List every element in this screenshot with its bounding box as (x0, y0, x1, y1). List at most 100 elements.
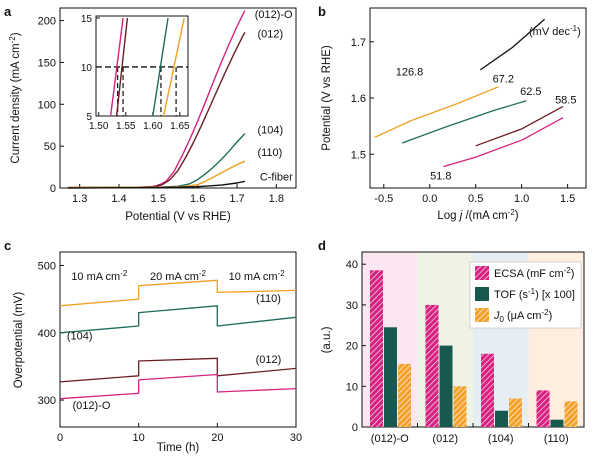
inset-y-tick-label: 15 (81, 14, 93, 25)
panel-a-y-tick-label: 200 (38, 16, 56, 28)
legend-label-tof: TOF (s-1) [x 100] (494, 287, 575, 301)
panel-c-x-tick-label: 0 (57, 432, 63, 444)
panel-label-a: a (4, 4, 12, 19)
panel-c-series-012 (59, 357, 297, 383)
panel-b-series-110 (374, 86, 499, 138)
panel-c: 300 400 500 0 10 20 30 (110) (104) (012) (012)-O… (13, 251, 302, 454)
panel-a-frame (59, 7, 297, 189)
panel-b-series-c-fiber (479, 18, 546, 71)
panel-d-bar-110-2 (564, 401, 578, 427)
panel-d-category-label-104: (104) (488, 433, 514, 445)
panel-a-y-tick-label: 100 (38, 99, 56, 111)
panel-d-bar-012-o-2 (398, 363, 411, 427)
panel-c-current-step-2: 20 mA cm-2 (150, 269, 207, 283)
panel-c-series-104 (59, 305, 297, 334)
panel-b-x-tick-label: 1.5 (560, 193, 575, 205)
panel-c-x-tick-label: 10 (133, 432, 145, 444)
inset-series-104 (152, 17, 169, 117)
panel-d-y-label: (a.u.) (321, 326, 333, 353)
panel-a-inset: 5 10 15 1.50 1.55 1.60 1.65 (81, 14, 190, 132)
panel-b-slope-label-012: 58.5 (555, 95, 576, 107)
panel-c-series-012-o (59, 373, 297, 400)
panel-c-current-step-3: 10 mA cm-2 (229, 269, 286, 283)
panel-d-bar-012-2 (453, 386, 467, 427)
panel-d-y-tick-label: 10 (346, 381, 358, 393)
panel-d-category-label-110: (110) (544, 433, 569, 445)
panel-a-series-012-o (67, 10, 246, 189)
inset-x-tick-label: 1.60 (143, 121, 163, 132)
panel-c-frame (59, 251, 297, 428)
panel-d-bar-110-1 (550, 419, 564, 427)
panel-b-y-tick-label: 1.6 (351, 93, 366, 105)
panel-c-y-tick-label: 500 (38, 260, 56, 272)
panel-a-x-tick-label: 1.5 (151, 193, 166, 205)
panel-a-series-110 (67, 160, 246, 189)
panel-c-series-label-104: (104) (67, 331, 93, 343)
panel-a-series-label-c-fiber: C-fiber (260, 171, 293, 183)
panel-b-x-tick-label: 0.0 (422, 193, 437, 205)
panel-d-bar-012-o-0 (370, 270, 383, 427)
panel-d-category-label-012-o: (012)-O (371, 433, 409, 445)
panel-d-bar-012-o-1 (384, 327, 397, 427)
panel-c-y-tick-label: 400 (38, 328, 56, 340)
panel-b-slope-label-110: 67.2 (493, 73, 514, 85)
panel-d-bar-110-0 (536, 390, 550, 427)
panel-c-series-label-012-o: (012)-O (73, 400, 111, 412)
panel-d-bar-104-1 (495, 410, 508, 427)
panel-a-x-tick-label: 1.4 (111, 193, 126, 205)
panel-b-x-tick-label: -0.5 (374, 193, 393, 205)
legend-label-ecsa: ECSA (mF cm-2) (494, 266, 574, 280)
panel-b-slope-label-104: 62.5 (520, 86, 541, 98)
panel-a-y-tick-label: 50 (44, 141, 56, 153)
panel-a-series-label-012-o: (012)-O (255, 9, 293, 21)
panel-c-x-tick-label: 20 (211, 432, 223, 444)
panel-d-bar-104-0 (481, 353, 494, 427)
panel-a-series-label-110: (110) (257, 147, 282, 159)
panel-b-slope-label-c-fiber: 126.8 (396, 67, 424, 79)
panel-d-y-tick-label: 20 (346, 341, 358, 353)
inset-x-tick-label: 1.65 (170, 121, 190, 132)
panel-b-series-012-o (443, 117, 564, 168)
panel-label-d: d (318, 238, 326, 253)
panel-a: 0 50 100 150 200 1.3 1.4 1.5 1.6 1.7 1.8 (012)-O (… (8, 7, 297, 223)
panel-b-y-label: Potential (V vs RHE) (321, 45, 333, 151)
panel-b-y-tick-label: 1.5 (351, 149, 366, 161)
panel-a-y-label: Current density (mA cm-2) (8, 32, 22, 163)
panel-a-x-tick-label: 1.3 (72, 193, 87, 205)
inset-x-tick-label: 1.55 (116, 121, 136, 132)
legend-label-j0: J0 (μA cm-2) (493, 308, 552, 324)
legend-swatch-j0 (475, 308, 489, 322)
panel-b-x-label: Log j /(mA cm-2) (437, 208, 518, 222)
inset-y-tick-label: 5 (86, 112, 92, 123)
panel-a-y-tick-label: 150 (38, 57, 56, 69)
inset-series-012 (115, 17, 129, 117)
panel-c-y-label: Overpotential (mV) (13, 292, 25, 389)
panel-a-x-tick-label: 1.8 (269, 193, 284, 205)
panel-label-c: c (4, 238, 11, 253)
panel-d-legend: ECSA (mF cm-2) TOF (s-1) [x 100] J0 (μA … (469, 261, 582, 329)
panel-d-bar-012-1 (439, 345, 453, 427)
inset-y-tick-label: 10 (81, 63, 93, 74)
legend-swatch-ecsa (475, 266, 489, 280)
panel-a-x-tick-label: 1.6 (190, 193, 205, 205)
panel-b-y-tick-label: 1.7 (351, 37, 366, 49)
panel-c-series-label-012: (012) (256, 354, 282, 366)
panel-d-bar-104-2 (509, 398, 522, 427)
panel-c-series-110 (59, 279, 297, 307)
panel-b-series-012 (475, 105, 564, 147)
panel-c-x-label: Time (h) (157, 442, 200, 454)
panel-d-bar-012-0 (425, 304, 439, 427)
panel-b: 1.5 1.6 1.7 -0.5 0.0 0.5 1.0 1.5 51.8 58.5 62.5 6… (321, 7, 587, 222)
panel-b-series-104 (401, 100, 527, 144)
panel-c-x-tick-label: 30 (290, 432, 302, 444)
inset-series-110 (162, 17, 185, 117)
panel-d-y-tick-label: 30 (346, 300, 358, 312)
inset-frame (95, 15, 189, 117)
panel-c-y-tick-label: 300 (38, 395, 56, 407)
legend-swatch-tof (475, 287, 489, 301)
panel-a-y-tick-label: 0 (50, 183, 56, 195)
panel-b-unit: (mV dec-1) (529, 24, 581, 38)
panel-a-series-label-012: (012) (257, 28, 283, 40)
panel-b-slope-label-012-o: 51.8 (430, 171, 451, 183)
